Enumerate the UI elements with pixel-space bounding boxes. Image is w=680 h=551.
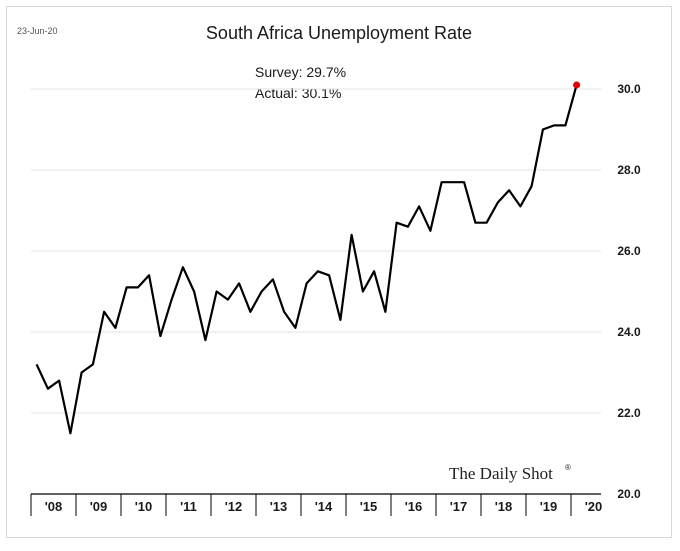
date-stamp: 23-Jun-20 [17,26,58,36]
x-tick-label: '14 [315,499,333,514]
x-tick-label: '09 [90,499,108,514]
watermark-text: The Daily Shot [449,464,553,483]
y-axis-ticks: 20.0 22.0 24.0 26.0 28.0 30.0 [617,82,641,501]
watermark: The Daily Shot ® [449,463,571,483]
x-tick-label: '16 [405,499,423,514]
x-tick-label: '10 [135,499,153,514]
gridlines [31,88,601,414]
y-tick-label: 22.0 [617,406,641,420]
x-tick-label: '18 [495,499,513,514]
series-line [35,84,578,435]
y-tick-label: 26.0 [617,244,641,258]
latest-value-point [573,81,581,89]
x-tick-label: '17 [450,499,468,514]
chart-frame: 23-Jun-20 South Africa Unemployment Rate… [6,6,672,538]
x-tick-label: '12 [225,499,243,514]
y-tick-label: 30.0 [617,82,641,96]
x-axis-ticks: '08 '09 '10 '11 '12 '13 '14 '15 '16 '17 '18 '19 '20 [30,494,603,516]
y-tick-label: 20.0 [617,487,641,501]
x-tick-label: '13 [270,499,288,514]
y-tick-label: 24.0 [617,325,641,339]
x-tick-label: '11 [180,499,197,514]
x-tick-label: '15 [360,499,378,514]
x-tick-label: '19 [540,499,558,514]
y-tick-label: 28.0 [617,163,641,177]
x-tick-label: '20 [585,499,603,514]
series-layer [35,81,581,435]
annotation-background [247,57,425,107]
x-tick-label: '08 [45,499,63,514]
chart-title: South Africa Unemployment Rate [206,23,472,43]
actual-annotation: Actual: 30.1% [255,85,341,101]
watermark-mark: ® [565,463,571,472]
survey-annotation: Survey: 29.7% [255,64,346,80]
line-chart: 23-Jun-20 South Africa Unemployment Rate… [17,23,641,516]
